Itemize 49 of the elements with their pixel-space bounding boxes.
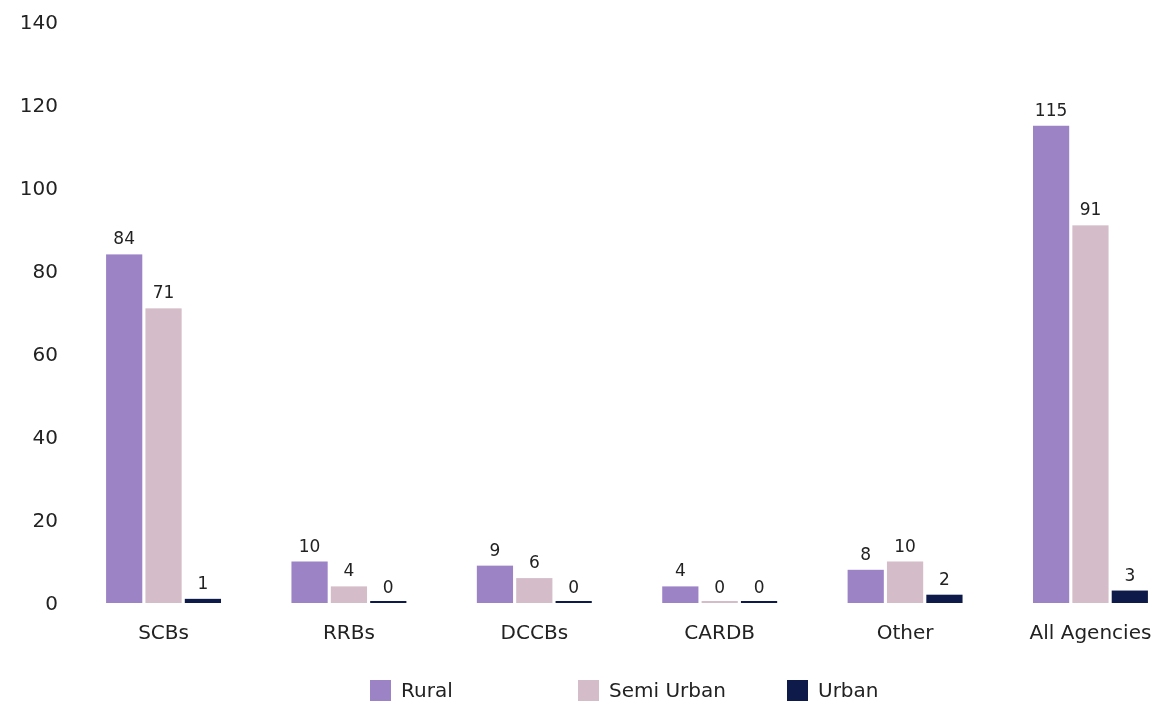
bar (662, 586, 699, 603)
bar (145, 308, 182, 603)
y-tick-label: 60 (32, 341, 58, 366)
bar (330, 586, 368, 603)
data-label: 10 (298, 535, 321, 556)
bar (516, 578, 553, 603)
bar (926, 594, 963, 603)
data-label: 0 (714, 577, 726, 597)
data-label: 9 (489, 539, 501, 560)
data-label: 91 (1079, 199, 1102, 220)
x-tick-label: All Agencies (1029, 620, 1152, 645)
y-tick-label: 140 (19, 9, 58, 34)
data-label: 3 (1124, 564, 1136, 585)
bar (106, 254, 143, 603)
data-label: 10 (894, 535, 916, 556)
data-label: 115 (1034, 99, 1068, 120)
x-tick-label: DCCBs (500, 620, 569, 645)
legend-label: Urban (818, 678, 879, 702)
data-label: 1 (197, 572, 209, 593)
legend-label: Rural (401, 678, 453, 702)
data-label: 2 (939, 568, 950, 589)
data-label: 0 (382, 577, 394, 597)
y-tick-label: 0 (45, 590, 58, 615)
data-label: 4 (674, 560, 686, 581)
y-tick-label: 100 (19, 175, 58, 200)
y-tick-label: 80 (32, 258, 58, 283)
y-tick-label: 40 (32, 424, 58, 449)
data-label: 6 (528, 552, 540, 573)
data-label: 0 (753, 577, 765, 597)
data-label: 8 (860, 543, 872, 564)
bar (1111, 590, 1148, 603)
bar (847, 569, 884, 603)
y-tick-label: 20 (32, 507, 58, 532)
bar (1072, 225, 1109, 603)
data-label: 71 (152, 282, 175, 303)
data-label: 0 (568, 577, 580, 597)
data-label: 4 (343, 560, 355, 581)
bar (1032, 125, 1070, 603)
x-tick-label: RRBs (322, 620, 375, 645)
x-tick-label: Other (876, 620, 935, 645)
bar (476, 565, 514, 603)
y-tick-label: 120 (19, 92, 58, 117)
legend-label: Semi Urban (609, 678, 726, 702)
bar (291, 561, 328, 603)
data-label: 84 (113, 228, 135, 249)
bar (886, 561, 924, 603)
bar (184, 598, 222, 603)
x-tick-label: CARDB (684, 620, 756, 645)
x-tick-label: SCBs (138, 620, 189, 645)
